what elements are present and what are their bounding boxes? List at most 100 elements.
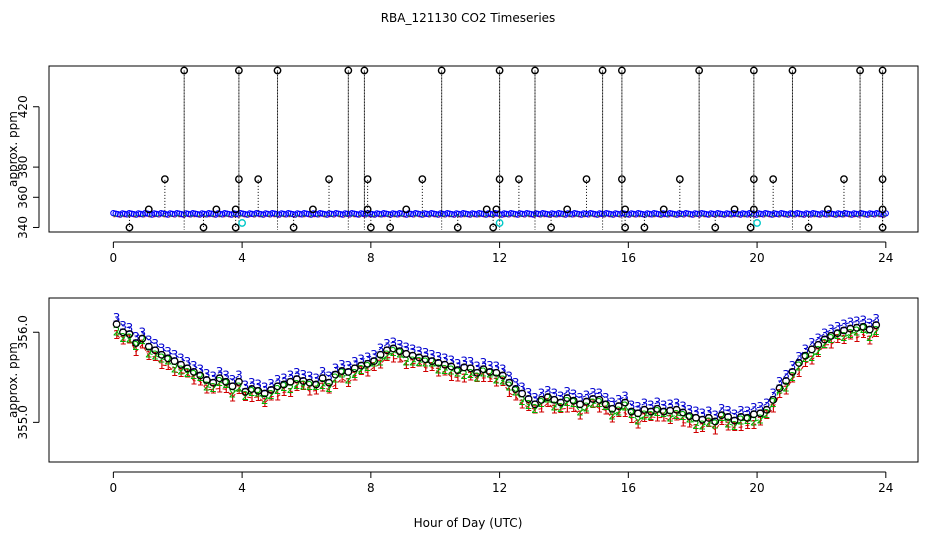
bottom-x-tick-label: 24 xyxy=(878,481,893,495)
series-2-marker: 2 xyxy=(576,405,584,419)
series-2-marker: 2 xyxy=(164,354,172,368)
mean-point xyxy=(582,397,591,406)
mean-point xyxy=(794,358,803,367)
series-2-marker: 2 xyxy=(525,398,533,412)
top-x-tick-label: 4 xyxy=(238,251,246,265)
series-2-marker: 2 xyxy=(763,407,771,421)
series-1-marker: 1 xyxy=(287,386,295,400)
spike-low-point xyxy=(125,223,134,232)
series-2-marker: 2 xyxy=(113,325,121,339)
bottom-x-tick-label: 8 xyxy=(367,481,375,495)
spike-high-point xyxy=(234,66,243,75)
series-3-marker: 3 xyxy=(209,370,217,384)
mean-point xyxy=(331,370,340,379)
series-3-marker: 3 xyxy=(872,312,880,326)
spike-high-point xyxy=(749,66,758,75)
series-3-marker: 3 xyxy=(499,362,507,376)
series-3-marker: 3 xyxy=(274,373,282,387)
spike-low-point xyxy=(386,223,395,232)
spike-mid-point xyxy=(840,175,848,184)
series-1-marker: 1 xyxy=(673,409,681,423)
series-1-marker: 1 xyxy=(351,369,359,383)
series-1-marker: 1 xyxy=(769,402,777,416)
top-plot-frame xyxy=(48,65,919,233)
near-baseline-point xyxy=(563,205,572,214)
series-2-marker: 2 xyxy=(634,414,642,428)
spike-high-point xyxy=(617,66,626,75)
mean-point xyxy=(827,331,836,340)
spike-high-point xyxy=(878,66,887,75)
mean-point xyxy=(743,413,752,422)
series-3-marker: 3 xyxy=(351,355,359,369)
series-2-marker: 2 xyxy=(608,409,616,423)
series-3-marker: 3 xyxy=(692,405,700,419)
series-3-line xyxy=(116,317,877,416)
near-baseline-point xyxy=(823,205,832,214)
mean-point xyxy=(601,400,610,409)
mean-point xyxy=(157,350,166,359)
series-3-marker: 3 xyxy=(525,386,533,400)
series-1-marker: 1 xyxy=(480,371,488,385)
series-1-marker: 1 xyxy=(711,423,719,437)
series-2-marker: 2 xyxy=(724,417,732,431)
series-3-marker: 3 xyxy=(119,319,127,333)
series-1-marker: 1 xyxy=(390,352,398,366)
series-3-marker: 3 xyxy=(724,404,732,418)
spike-mid-point xyxy=(515,175,523,184)
mean-point xyxy=(312,380,321,389)
top-y-tick-label: 340 xyxy=(16,216,30,239)
series-1-marker: 1 xyxy=(242,390,250,404)
series-3-marker: 3 xyxy=(261,380,269,394)
series-3-marker: 3 xyxy=(570,388,578,402)
mean-point xyxy=(473,368,482,377)
mean-point xyxy=(389,344,398,353)
series-3-marker: 3 xyxy=(248,376,256,390)
mean-point xyxy=(138,334,147,343)
series-3-marker: 3 xyxy=(126,321,134,335)
series-3-marker: 3 xyxy=(847,316,855,330)
series-2-marker: 2 xyxy=(428,356,436,370)
series-3-marker: 3 xyxy=(319,365,327,379)
spike-low-point xyxy=(621,223,630,232)
series-2-marker: 2 xyxy=(602,399,610,413)
series-3-marker: 3 xyxy=(750,401,758,415)
series-1-marker: 1 xyxy=(660,410,668,424)
bottom-x-tick-label: 16 xyxy=(621,481,636,495)
series-1-marker: 1 xyxy=(544,396,552,410)
spike-high-point xyxy=(180,66,189,75)
mean-point xyxy=(376,350,385,359)
top-y-tick-label: 420 xyxy=(16,95,30,118)
spike-low-point xyxy=(711,223,720,232)
spike-mid-point xyxy=(160,175,169,184)
x-axis-label: Hour of Day (UTC) xyxy=(414,516,523,530)
series-1-marker: 1 xyxy=(293,380,301,394)
spike-mid-point xyxy=(878,175,887,184)
top-x-tick-label: 24 xyxy=(878,251,893,265)
series-3-marker: 3 xyxy=(673,397,681,411)
spike-high-point xyxy=(360,66,369,75)
series-2-marker: 2 xyxy=(299,378,307,392)
series-1-marker: 1 xyxy=(853,331,861,345)
spike-mid-point xyxy=(254,175,263,184)
spike-high-point xyxy=(531,66,539,75)
near-baseline-point xyxy=(659,205,668,214)
series-1-marker: 1 xyxy=(396,352,404,366)
series-3-marker: 3 xyxy=(795,350,803,364)
near-baseline-point xyxy=(363,205,372,214)
series-2-marker: 2 xyxy=(660,406,668,420)
series-1-marker: 1 xyxy=(596,402,604,416)
series-2-marker: 2 xyxy=(357,363,365,377)
series-2-marker: 2 xyxy=(499,374,507,388)
series-3-marker: 3 xyxy=(435,350,443,364)
series-2-marker: 2 xyxy=(351,367,359,381)
near-baseline-point xyxy=(212,205,221,214)
mean-point xyxy=(395,347,404,356)
series-1-marker: 1 xyxy=(274,390,282,404)
series-1-marker: 1 xyxy=(538,402,546,416)
series-1-marker: 1 xyxy=(254,390,262,404)
series-3-marker: 3 xyxy=(164,345,172,359)
series-1-marker: 1 xyxy=(840,333,848,347)
spike-low-point xyxy=(804,223,813,232)
series-3-marker: 3 xyxy=(814,332,822,346)
series-2-marker: 2 xyxy=(454,365,462,379)
